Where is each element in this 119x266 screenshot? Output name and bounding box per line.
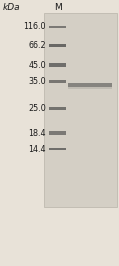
Text: 35.0: 35.0 [28, 77, 46, 86]
Text: 116.0: 116.0 [23, 22, 46, 31]
Bar [49, 26, 66, 28]
Bar [44, 13, 117, 207]
Text: kDa: kDa [3, 3, 21, 13]
Bar [49, 44, 66, 47]
Bar [49, 80, 66, 84]
Text: 14.4: 14.4 [28, 144, 46, 153]
Bar [49, 63, 66, 67]
Text: 25.0: 25.0 [28, 104, 46, 113]
Bar [49, 148, 66, 151]
Bar [68, 84, 112, 87]
Bar [68, 87, 112, 89]
Text: 18.4: 18.4 [28, 128, 46, 138]
Text: 45.0: 45.0 [28, 61, 46, 70]
Bar [49, 107, 66, 110]
Text: 66.2: 66.2 [28, 41, 46, 50]
Bar [49, 131, 66, 135]
Text: M: M [54, 3, 62, 13]
